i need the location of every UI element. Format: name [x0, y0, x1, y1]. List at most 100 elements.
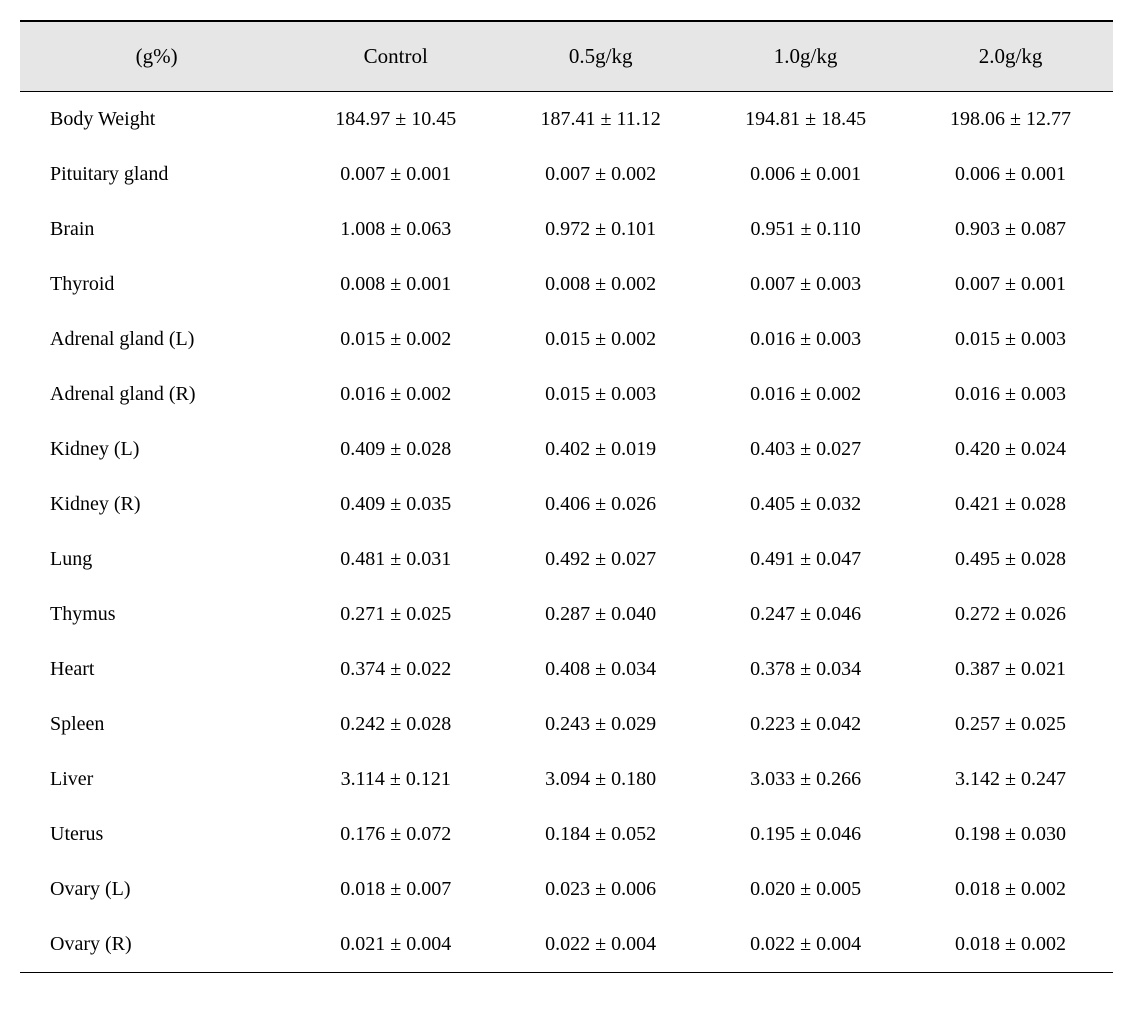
cell: 0.481 ± 0.031 — [293, 532, 498, 587]
cell: 0.378 ± 0.034 — [703, 642, 908, 697]
row-label: Body Weight — [20, 92, 293, 148]
row-label: Pituitary gland — [20, 147, 293, 202]
cell: 187.41 ± 11.12 — [498, 92, 703, 148]
cell: 0.007 ± 0.003 — [703, 257, 908, 312]
cell: 0.405 ± 0.032 — [703, 477, 908, 532]
cell: 0.015 ± 0.003 — [498, 367, 703, 422]
col-header-dose-10: 1.0g/kg — [703, 21, 908, 92]
cell: 0.007 ± 0.001 — [293, 147, 498, 202]
table-row: Ovary (L) 0.018 ± 0.007 0.023 ± 0.006 0.… — [20, 862, 1113, 917]
cell: 0.007 ± 0.002 — [498, 147, 703, 202]
cell: 0.007 ± 0.001 — [908, 257, 1113, 312]
cell: 0.006 ± 0.001 — [908, 147, 1113, 202]
row-label: Liver — [20, 752, 293, 807]
cell: 194.81 ± 18.45 — [703, 92, 908, 148]
cell: 0.223 ± 0.042 — [703, 697, 908, 752]
cell: 0.491 ± 0.047 — [703, 532, 908, 587]
cell: 0.016 ± 0.003 — [908, 367, 1113, 422]
cell: 0.272 ± 0.026 — [908, 587, 1113, 642]
col-header-dose-20: 2.0g/kg — [908, 21, 1113, 92]
cell: 0.018 ± 0.002 — [908, 862, 1113, 917]
table-row: Body Weight 184.97 ± 10.45 187.41 ± 11.1… — [20, 92, 1113, 148]
cell: 0.972 ± 0.101 — [498, 202, 703, 257]
cell: 0.016 ± 0.002 — [293, 367, 498, 422]
cell: 0.015 ± 0.002 — [293, 312, 498, 367]
table-row: Spleen 0.242 ± 0.028 0.243 ± 0.029 0.223… — [20, 697, 1113, 752]
cell: 0.406 ± 0.026 — [498, 477, 703, 532]
cell: 0.022 ± 0.004 — [703, 917, 908, 973]
row-label: Ovary (R) — [20, 917, 293, 973]
cell: 0.008 ± 0.001 — [293, 257, 498, 312]
table-body: Body Weight 184.97 ± 10.45 187.41 ± 11.1… — [20, 92, 1113, 973]
table-row: Kidney (L) 0.409 ± 0.028 0.402 ± 0.019 0… — [20, 422, 1113, 477]
cell: 0.020 ± 0.005 — [703, 862, 908, 917]
cell: 0.408 ± 0.034 — [498, 642, 703, 697]
cell: 0.420 ± 0.024 — [908, 422, 1113, 477]
cell: 0.015 ± 0.002 — [498, 312, 703, 367]
row-label: Adrenal gland (R) — [20, 367, 293, 422]
cell: 0.018 ± 0.002 — [908, 917, 1113, 973]
row-label: Kidney (R) — [20, 477, 293, 532]
row-label: Thyroid — [20, 257, 293, 312]
col-header-label: (g%) — [20, 21, 293, 92]
row-label: Heart — [20, 642, 293, 697]
row-label: Ovary (L) — [20, 862, 293, 917]
cell: 0.016 ± 0.003 — [703, 312, 908, 367]
row-label: Lung — [20, 532, 293, 587]
cell: 3.033 ± 0.266 — [703, 752, 908, 807]
cell: 0.409 ± 0.028 — [293, 422, 498, 477]
table-row: Ovary (R) 0.021 ± 0.004 0.022 ± 0.004 0.… — [20, 917, 1113, 973]
cell: 0.015 ± 0.003 — [908, 312, 1113, 367]
table-row: Pituitary gland 0.007 ± 0.001 0.007 ± 0.… — [20, 147, 1113, 202]
table-row: Adrenal gland (R) 0.016 ± 0.002 0.015 ± … — [20, 367, 1113, 422]
col-header-dose-05: 0.5g/kg — [498, 21, 703, 92]
cell: 0.176 ± 0.072 — [293, 807, 498, 862]
row-label: Uterus — [20, 807, 293, 862]
cell: 0.195 ± 0.046 — [703, 807, 908, 862]
table-row: Brain 1.008 ± 0.063 0.972 ± 0.101 0.951 … — [20, 202, 1113, 257]
cell: 184.97 ± 10.45 — [293, 92, 498, 148]
cell: 0.951 ± 0.110 — [703, 202, 908, 257]
cell: 0.022 ± 0.004 — [498, 917, 703, 973]
cell: 0.247 ± 0.046 — [703, 587, 908, 642]
table-row: Thyroid 0.008 ± 0.001 0.008 ± 0.002 0.00… — [20, 257, 1113, 312]
cell: 0.421 ± 0.028 — [908, 477, 1113, 532]
row-label: Spleen — [20, 697, 293, 752]
row-label: Kidney (L) — [20, 422, 293, 477]
table-row: Kidney (R) 0.409 ± 0.035 0.406 ± 0.026 0… — [20, 477, 1113, 532]
cell: 0.243 ± 0.029 — [498, 697, 703, 752]
table-row: Liver 3.114 ± 0.121 3.094 ± 0.180 3.033 … — [20, 752, 1113, 807]
row-label: Adrenal gland (L) — [20, 312, 293, 367]
cell: 0.016 ± 0.002 — [703, 367, 908, 422]
cell: 0.008 ± 0.002 — [498, 257, 703, 312]
cell: 1.008 ± 0.063 — [293, 202, 498, 257]
cell: 0.492 ± 0.027 — [498, 532, 703, 587]
organ-weight-table: (g%) Control 0.5g/kg 1.0g/kg 2.0g/kg Bod… — [20, 20, 1113, 973]
cell: 0.374 ± 0.022 — [293, 642, 498, 697]
table-row: Uterus 0.176 ± 0.072 0.184 ± 0.052 0.195… — [20, 807, 1113, 862]
row-label: Thymus — [20, 587, 293, 642]
cell: 0.198 ± 0.030 — [908, 807, 1113, 862]
table-row: Heart 0.374 ± 0.022 0.408 ± 0.034 0.378 … — [20, 642, 1113, 697]
cell: 0.402 ± 0.019 — [498, 422, 703, 477]
cell: 3.114 ± 0.121 — [293, 752, 498, 807]
cell: 0.257 ± 0.025 — [908, 697, 1113, 752]
cell: 0.403 ± 0.027 — [703, 422, 908, 477]
cell: 0.184 ± 0.052 — [498, 807, 703, 862]
cell: 0.023 ± 0.006 — [498, 862, 703, 917]
cell: 0.006 ± 0.001 — [703, 147, 908, 202]
cell: 0.287 ± 0.040 — [498, 587, 703, 642]
cell: 0.271 ± 0.025 — [293, 587, 498, 642]
cell: 3.094 ± 0.180 — [498, 752, 703, 807]
cell: 198.06 ± 12.77 — [908, 92, 1113, 148]
cell: 0.021 ± 0.004 — [293, 917, 498, 973]
cell: 0.495 ± 0.028 — [908, 532, 1113, 587]
cell: 0.242 ± 0.028 — [293, 697, 498, 752]
cell: 0.903 ± 0.087 — [908, 202, 1113, 257]
table-row: Adrenal gland (L) 0.015 ± 0.002 0.015 ± … — [20, 312, 1113, 367]
row-label: Brain — [20, 202, 293, 257]
cell: 0.018 ± 0.007 — [293, 862, 498, 917]
cell: 0.409 ± 0.035 — [293, 477, 498, 532]
table-header-row: (g%) Control 0.5g/kg 1.0g/kg 2.0g/kg — [20, 21, 1113, 92]
cell: 0.387 ± 0.021 — [908, 642, 1113, 697]
